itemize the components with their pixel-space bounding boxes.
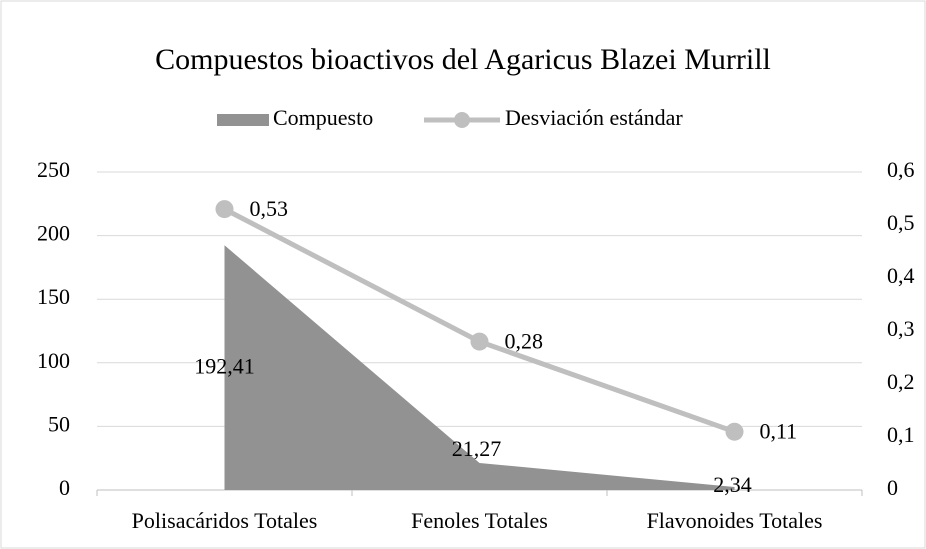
legend-swatch [454, 112, 470, 128]
data-label: 0,11 [760, 419, 798, 444]
y-tick-label: 50 [48, 411, 70, 436]
y-tick-label: 100 [37, 348, 70, 373]
legend-swatch [217, 114, 269, 126]
y-tick-label: 0 [59, 475, 70, 500]
y2-tick-label: 0,5 [887, 210, 915, 235]
y-tick-label: 200 [37, 221, 70, 246]
y2-tick-label: 0,2 [887, 369, 915, 394]
data-label: 192,41 [194, 353, 255, 378]
data-label: 21,27 [452, 436, 502, 461]
data-label: 0,28 [505, 329, 544, 354]
y-tick-label: 150 [37, 284, 70, 309]
data-label: 0,53 [250, 196, 289, 221]
marker [215, 200, 234, 219]
chart-title: Compuestos bioactivos del Agaricus Blaze… [155, 43, 771, 76]
marker [725, 422, 744, 441]
y2-tick-label: 0,3 [887, 316, 915, 341]
y2-tick-label: 0 [887, 475, 898, 500]
area [224, 245, 735, 490]
x-tick-label: Polisacáridos Totales [132, 508, 318, 533]
y2-tick-label: 0,1 [887, 422, 915, 447]
legend-label: Compuesto [273, 105, 373, 130]
y-tick-label: 250 [37, 157, 70, 182]
marker [470, 332, 489, 351]
y2-tick-label: 0,4 [887, 263, 915, 288]
x-tick-label: Flavonoides Totales [647, 508, 823, 533]
x-tick-label: Fenoles Totales [411, 508, 548, 533]
y2-tick-label: 0,6 [887, 157, 915, 182]
data-label: 2,34 [713, 472, 752, 497]
legend-label: Desviación estándar [505, 105, 683, 130]
